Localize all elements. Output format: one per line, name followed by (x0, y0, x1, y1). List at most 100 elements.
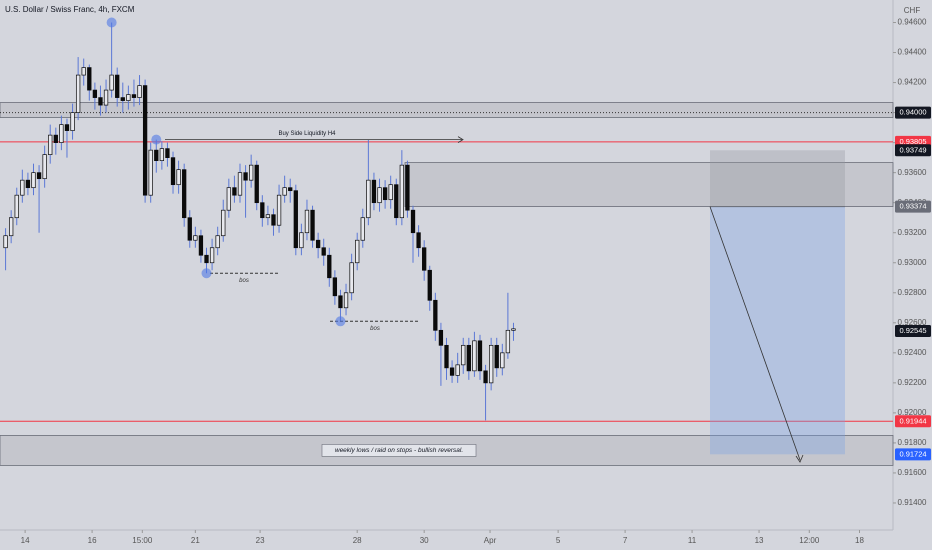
candle-body (315, 239, 321, 249)
candle-body (232, 187, 237, 196)
candle-body (193, 235, 198, 241)
candle-body (148, 149, 153, 196)
y-tick-label: 0.93200 (898, 228, 927, 237)
annotation: weekly lows / raid on stops - bullish re… (335, 447, 463, 454)
candle-body (64, 124, 70, 131)
candle-body (394, 184, 399, 219)
candle-body (444, 344, 449, 369)
y-tick-label: 0.94600 (898, 18, 927, 27)
x-tick-label: 30 (420, 536, 429, 545)
candle-body (170, 157, 176, 186)
candle-body (466, 344, 471, 372)
candle-body (500, 352, 505, 369)
candle-body (87, 67, 92, 91)
x-tick-label: 21 (191, 536, 200, 545)
candle-body (25, 179, 31, 189)
candle-body (154, 149, 159, 162)
candle-body (31, 172, 36, 189)
price-tag (895, 144, 931, 157)
x-tick-label: Apr (484, 536, 497, 545)
y-tick-label: 0.93600 (898, 168, 927, 177)
candle-body (237, 172, 243, 196)
candle-body (98, 97, 103, 106)
candle-body (165, 148, 170, 158)
price-tag-label: 0.93805 (899, 137, 926, 146)
price-tag-label: 0.93374 (899, 202, 926, 211)
pivot-dot (201, 268, 212, 279)
price-tag-label: 0.91944 (899, 416, 926, 425)
x-tick-label: 14 (21, 536, 30, 545)
candle-body (343, 292, 349, 309)
x-tick-label: 12:00 (799, 536, 820, 545)
price-tag (895, 448, 931, 461)
y-tick-label: 0.94400 (898, 48, 927, 57)
candle-body (422, 247, 427, 271)
candle-body (433, 299, 438, 331)
candle-body (483, 370, 488, 384)
x-tick-label: 7 (623, 536, 628, 545)
candle-body (187, 217, 192, 241)
candle-body (59, 124, 64, 143)
candle-body (271, 214, 276, 226)
position-stop (710, 150, 845, 207)
candle-body (310, 209, 315, 241)
pivot-dot (106, 17, 117, 28)
annotation-box (321, 444, 477, 457)
candle-body (410, 209, 416, 234)
candle-body (75, 74, 81, 113)
candle-body (3, 235, 8, 249)
candle-body (366, 179, 371, 219)
candle-body (455, 364, 460, 376)
candle-body (36, 172, 42, 180)
candle-body (9, 217, 14, 237)
candle-body (276, 194, 282, 226)
candle-body (204, 254, 209, 264)
arrow-head (795, 454, 804, 463)
price-tag-label: 0.93749 (899, 145, 926, 154)
candle-body (355, 239, 360, 264)
candle-body (81, 67, 86, 76)
candle-body (477, 340, 483, 372)
candle-body (282, 187, 287, 196)
candle-body (505, 329, 511, 354)
x-tick-label: 16 (88, 536, 97, 545)
x-tick-label: 23 (256, 536, 265, 545)
candle-body (293, 190, 298, 249)
candle-body (288, 187, 293, 192)
candle-body (438, 329, 444, 346)
price-tag (895, 200, 931, 213)
annotation: Buy Side Liquidity H4 (278, 131, 336, 137)
candle-body (182, 169, 187, 219)
candle-body (321, 247, 326, 256)
x-tick-label: 13 (755, 536, 764, 545)
projection-arrow (709, 206, 801, 461)
candle-body (142, 85, 148, 196)
zone (404, 162, 894, 207)
pivot-dot (335, 316, 346, 327)
candle-body (405, 164, 410, 211)
candle-body (115, 74, 120, 98)
candle-body (126, 94, 131, 101)
candle-body (20, 179, 25, 196)
candle-body (14, 194, 19, 219)
candle-body (92, 89, 98, 98)
y-tick-label: 0.91800 (898, 438, 927, 447)
price-tag-label: 0.92545 (899, 326, 926, 335)
candle-body (427, 269, 432, 301)
candle-body (243, 172, 248, 181)
candle-body (103, 89, 109, 106)
y-tick-label: 0.92400 (898, 348, 927, 357)
currency-label: CHF (904, 6, 921, 15)
candle-body (215, 235, 220, 249)
candle-body (360, 217, 365, 241)
candle-body (260, 202, 265, 219)
candle-body (226, 187, 231, 211)
position-target (710, 206, 845, 455)
candle-body (511, 328, 516, 331)
candle-body (377, 187, 382, 204)
y-tick-label: 0.92800 (898, 288, 927, 297)
y-tick-label: 0.92200 (898, 378, 927, 387)
annotation: bos (239, 278, 249, 284)
